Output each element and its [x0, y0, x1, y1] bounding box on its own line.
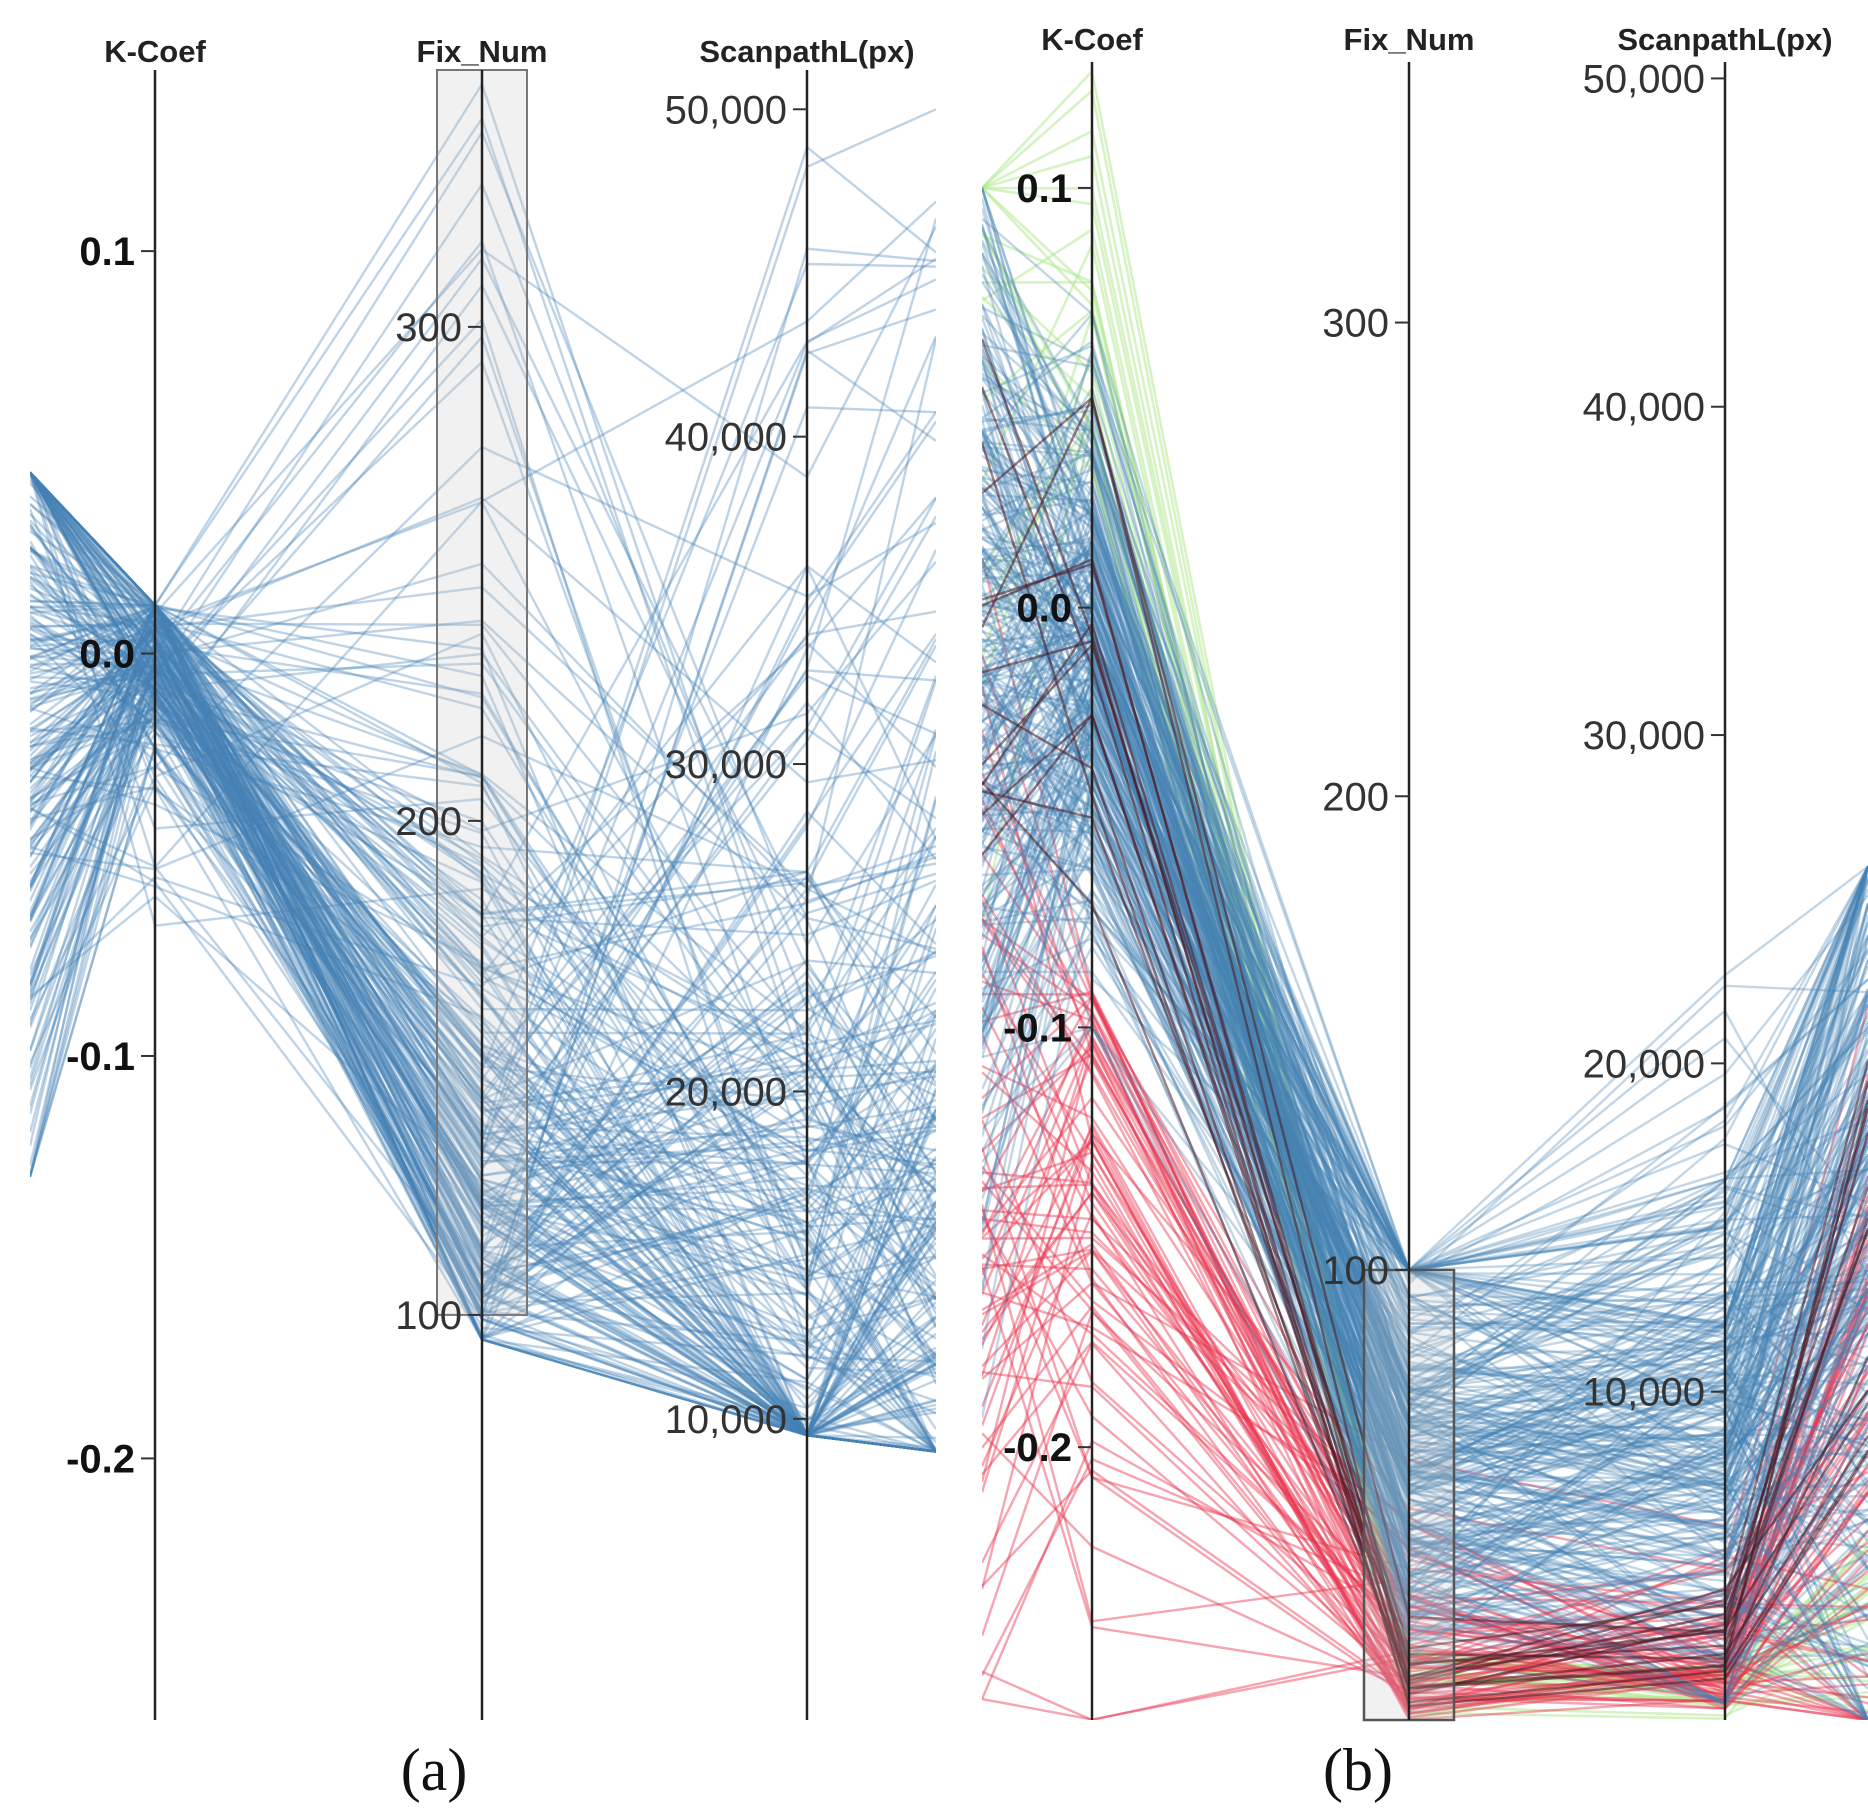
tick-label: 300: [1322, 302, 1389, 346]
panel-a: K-Coef 0.1 0.0 -0.1 -0.2 Fix_Num 300 200 100 Scan…: [30, 34, 936, 1803]
tick-label: 10,000: [665, 1398, 787, 1442]
tick-label: 0.0: [79, 633, 135, 677]
tick-label: -0.1: [1003, 1006, 1072, 1050]
tick-label: 30,000: [665, 743, 787, 787]
tick-label: 20,000: [1583, 1042, 1705, 1086]
tick-label: 0.1: [1016, 167, 1072, 211]
panel-label-a: (a): [401, 1737, 468, 1803]
tick-label: 50,000: [1583, 57, 1705, 101]
tick-label: 50,000: [665, 88, 787, 132]
tick-label: 0.1: [79, 230, 135, 274]
tick-label: 40,000: [665, 416, 787, 460]
axis-title-0[interactable]: K-Coef: [1041, 22, 1143, 57]
axis-title-1[interactable]: Fix_Num: [417, 34, 548, 69]
axis-title-0[interactable]: K-Coef: [104, 34, 206, 69]
tick-label: 100: [395, 1294, 462, 1338]
axes-b: K-Coef 0.1 0.0 -0.1 -0.2 Fix_Num 300 200 100 Scan…: [1003, 22, 1833, 1720]
tick-label: -0.2: [66, 1437, 135, 1481]
tick-label: 10,000: [1583, 1371, 1705, 1415]
tick-label: 0.0: [1016, 587, 1072, 631]
tick-label: -0.1: [66, 1035, 135, 1079]
panel-b: K-Coef 0.1 0.0 -0.1 -0.2 Fix_Num 300 200 100 Scan…: [982, 22, 1868, 1803]
axis-title-2[interactable]: ScanpathL(px): [699, 34, 914, 69]
tick-label: 40,000: [1583, 386, 1705, 430]
tick-label: 30,000: [1583, 714, 1705, 758]
tick-label: 20,000: [665, 1070, 787, 1114]
tick-label: 200: [1322, 775, 1389, 819]
axes-a: K-Coef 0.1 0.0 -0.1 -0.2 Fix_Num 300 200 100 Scan…: [66, 34, 915, 1720]
tick-label: 300: [395, 306, 462, 350]
tick-label: 100: [1322, 1249, 1389, 1293]
tick-label: -0.2: [1003, 1426, 1072, 1470]
axis-title-2[interactable]: ScanpathL(px): [1617, 22, 1832, 57]
panel-label-b: (b): [1323, 1737, 1393, 1803]
tick-label: 200: [395, 800, 462, 844]
axis-title-1[interactable]: Fix_Num: [1344, 22, 1475, 57]
